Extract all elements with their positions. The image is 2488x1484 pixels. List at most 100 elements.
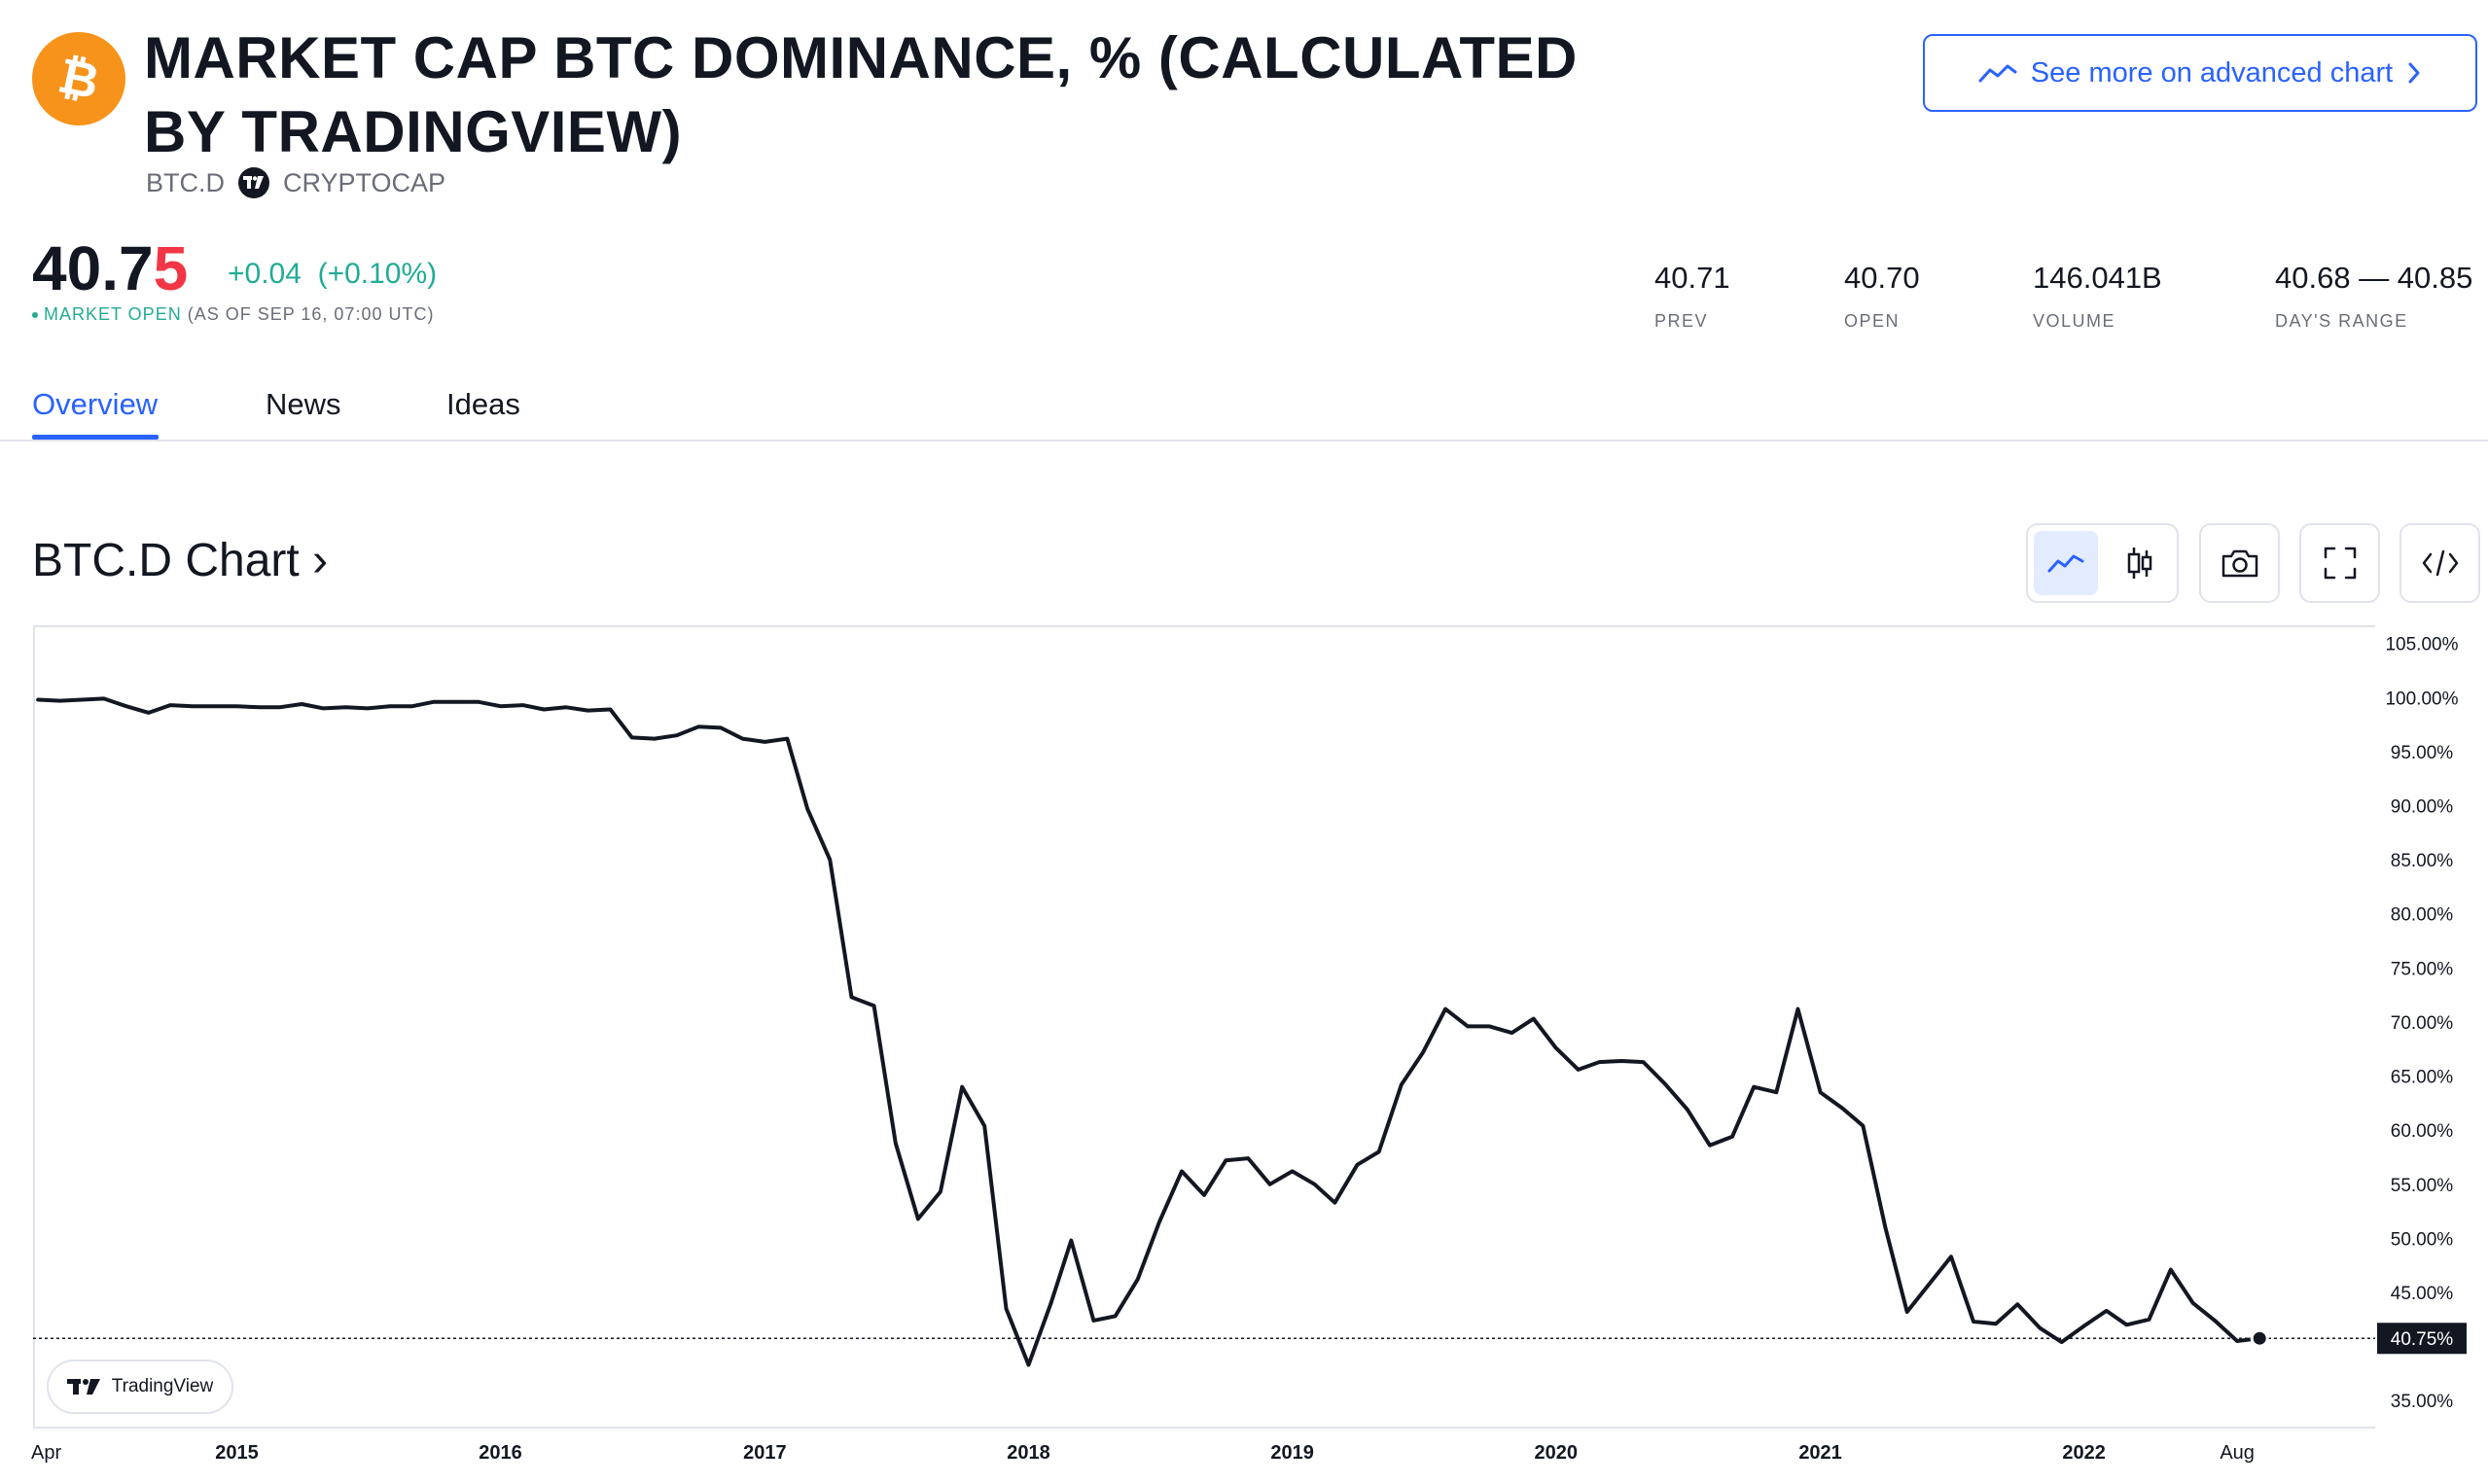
data-point (1708, 1144, 1712, 1148)
as-of-time: (AS OF SEP 16, 07:00 UTC) (187, 304, 435, 324)
data-point (2213, 1319, 2217, 1323)
data-point (740, 737, 744, 741)
active-tab-indicator (32, 435, 159, 440)
data-point (1841, 1107, 1845, 1111)
snapshot-button[interactable] (2199, 523, 2280, 603)
y-tick-label: 100.00% (2385, 689, 2458, 709)
fullscreen-button[interactable] (2299, 523, 2380, 603)
data-point (344, 705, 348, 709)
data-point (1994, 1322, 1998, 1325)
chevron-right-icon: › (312, 535, 329, 586)
stat-label: PREV (1654, 311, 1709, 331)
data-point (388, 704, 392, 708)
data-point (1049, 1301, 1052, 1305)
data-point (1421, 1050, 1425, 1054)
data-point (322, 706, 326, 710)
data-point (1774, 1090, 1778, 1094)
market-status: MARKET OPEN (AS OF SEP 16, 07:00 UTC) (32, 304, 434, 325)
data-point (1619, 1059, 1623, 1063)
advanced-chart-button[interactable]: See more on advanced chart (1923, 34, 2477, 112)
data-point (1752, 1085, 1756, 1089)
fullscreen-icon (2324, 547, 2356, 580)
data-point (1377, 1149, 1381, 1153)
bitcoin-logo: ₿ (32, 32, 125, 125)
data-point (235, 704, 238, 708)
y-tick-label: 60.00% (2391, 1121, 2454, 1142)
data-point (2082, 1325, 2086, 1327)
change-pct: (+0.10%) (317, 258, 438, 290)
data-point (586, 709, 589, 713)
data-point (609, 708, 612, 711)
data-point (477, 700, 480, 704)
data-point (366, 706, 370, 710)
data-point (58, 699, 61, 703)
data-point (805, 807, 809, 811)
x-tick-label: 2017 (743, 1442, 787, 1464)
data-point (828, 858, 832, 862)
data-point (1005, 1307, 1008, 1311)
x-axis: Apr 2015 2016 2017 2018 2019 2020 2021 2022 Aug (31, 1442, 2255, 1464)
tab-overview[interactable]: Overview (32, 387, 159, 421)
tabs-divider (0, 440, 2488, 442)
advanced-chart-label: See more on advanced chart (2030, 56, 2394, 88)
last-value-label-box (2377, 1323, 2467, 1355)
x-tick-label: 2018 (1007, 1442, 1050, 1464)
data-point (168, 703, 172, 707)
data-point (542, 708, 546, 711)
price-last-digit: 5 (153, 233, 189, 303)
data-point (675, 733, 679, 737)
camera-icon (2221, 549, 2257, 578)
symbol-ticker: BTC.D (146, 167, 225, 197)
y-tick-label: 85.00% (2391, 851, 2454, 871)
bitcoin-icon: ₿ (53, 50, 104, 108)
data-point (939, 1190, 942, 1193)
data-point (124, 704, 128, 708)
stat-value: 146.041B (2033, 261, 2162, 295)
tab-ideas[interactable]: Ideas (446, 387, 520, 421)
embed-button[interactable] (2399, 523, 2480, 603)
data-point (258, 705, 261, 709)
data-point (1091, 1319, 1095, 1323)
candles-icon (2127, 548, 2151, 579)
y-tick-label: 90.00% (2391, 797, 2454, 818)
candles-chart-button[interactable] (2108, 531, 2172, 595)
data-point (1400, 1082, 1404, 1086)
status-dot-icon (32, 311, 38, 318)
last-price: 40.75 (32, 230, 188, 307)
data-point (1246, 1156, 1250, 1160)
data-point (763, 740, 766, 744)
y-tick-label: 80.00% (2391, 905, 2454, 926)
stat-value: 40.71 (1654, 261, 1730, 295)
data-point (1136, 1278, 1140, 1282)
data-point (499, 704, 503, 708)
y-axis: 105.00% 100.00% 95.00% 90.00% 85.00% 80.00% 75… (2385, 635, 2458, 1413)
symbol-line: BTC.D CRYPTOCAP (146, 167, 445, 198)
data-point (1928, 1282, 1932, 1286)
data-point (2191, 1301, 2195, 1305)
stat-label: VOLUME (2033, 311, 2116, 331)
stat-prev: 40.71 PREV (1654, 261, 1730, 332)
y-tick-label: 50.00% (2391, 1229, 2454, 1250)
data-point (2148, 1318, 2150, 1322)
page-title: MARKET CAP BTC DOMINANCE, % (CALCULATED … (144, 25, 1578, 164)
data-point (1819, 1090, 1823, 1094)
line-chart-button[interactable] (2033, 531, 2098, 595)
data-point (432, 700, 436, 704)
stat-days-range: 40.68 — 40.85 DAY'S RANGE (2275, 261, 2472, 332)
data-point (894, 1142, 898, 1145)
data-point (102, 696, 106, 700)
tradingview-badge-icon (238, 167, 269, 198)
stat-volume: 146.041B VOLUME (2033, 261, 2162, 332)
x-tick-label: 2020 (1534, 1442, 1578, 1464)
tradingview-watermark[interactable]: TradingView (47, 1360, 233, 1414)
data-point (147, 711, 151, 715)
y-tick-label: 35.00% (2391, 1392, 2454, 1412)
data-point (277, 705, 281, 709)
data-point (2235, 1339, 2239, 1343)
chart-section-title[interactable]: BTC.D Chart › (32, 534, 328, 587)
data-point (1597, 1060, 1601, 1064)
tab-news[interactable]: News (266, 387, 341, 421)
watermark-text: TradingView (111, 1376, 214, 1396)
data-point (1027, 1363, 1030, 1366)
